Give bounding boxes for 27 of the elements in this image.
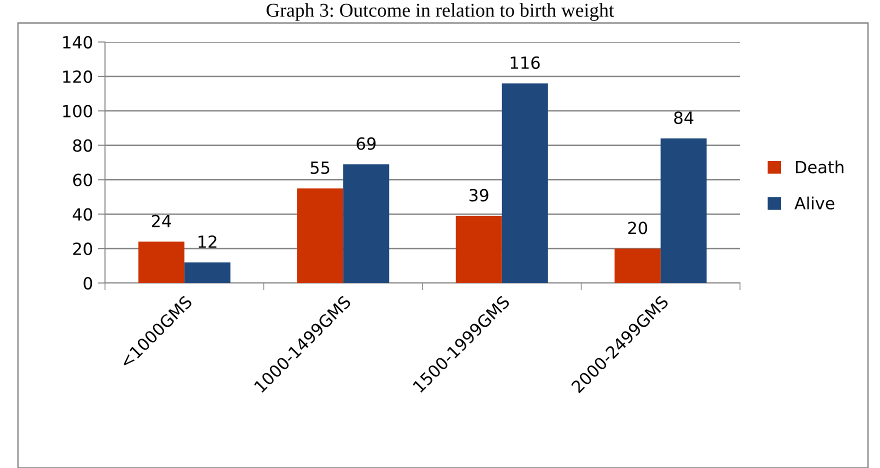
- bar: [343, 164, 390, 283]
- data-label: 55: [310, 162, 330, 174]
- y-tick-label: 120: [63, 70, 92, 83]
- data-label: 24: [152, 214, 172, 228]
- bar: [614, 248, 661, 283]
- legend-label: Alive: [794, 196, 834, 210]
- y-tick-label: 100: [63, 104, 92, 118]
- data-label: 69: [356, 137, 376, 150]
- legend-label: Death: [796, 160, 844, 174]
- y-tick-label: 80: [73, 139, 92, 152]
- data-label: 20: [628, 222, 648, 234]
- bar: [297, 188, 344, 283]
- data-label: 116: [510, 56, 540, 69]
- chart-title: Graph 3: Outcome in relation to birth weight: [266, 3, 614, 21]
- y-tick-label: 140: [63, 36, 92, 49]
- bar: [184, 262, 230, 283]
- bar: [456, 216, 502, 283]
- y-tick-label: 60: [73, 174, 92, 186]
- bar: [138, 242, 184, 283]
- y-tick-label: 0: [84, 276, 92, 290]
- bar: [502, 83, 548, 283]
- data-label: 12: [198, 235, 216, 248]
- y-tick-label: 20: [73, 242, 92, 256]
- data-label: 84: [674, 111, 694, 124]
- data-label: 39: [470, 188, 488, 202]
- y-tick-label: 40: [72, 208, 92, 221]
- bar: [660, 138, 707, 283]
